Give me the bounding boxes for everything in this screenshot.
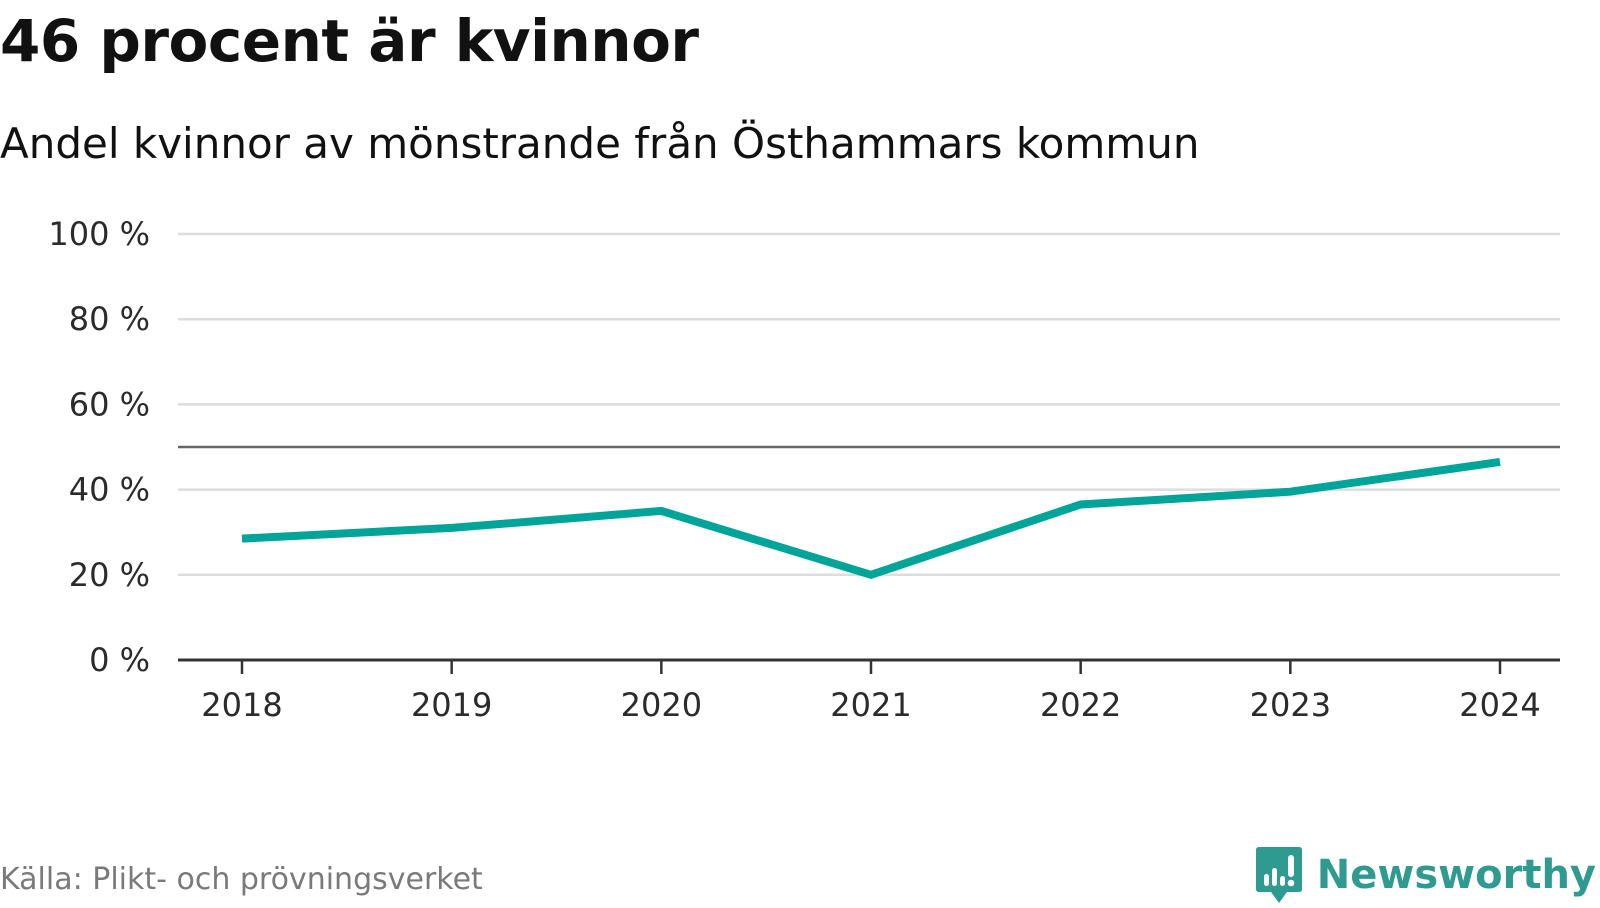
x-axis: [178, 658, 1560, 674]
y-tick-label: 100 %: [48, 215, 150, 253]
x-tick-label: 2022: [1040, 686, 1121, 724]
series-group: [241, 457, 1501, 579]
chart-subtitle: Andel kvinnor av mönstrande från Östhamm…: [0, 119, 1200, 168]
brand-mark: Newsworthy: [1255, 842, 1596, 908]
x-tick-label: 2024: [1459, 686, 1540, 724]
x-tick-label: 2020: [621, 686, 702, 724]
line-chart: 0 % 20 % 40 % 60 % 80 % 100 % 2018 2019 2020 202…: [48, 215, 1560, 724]
newsworthy-logo-icon: [1255, 847, 1302, 903]
y-tick-labels: 0 % 20 % 40 % 60 % 80 % 100 %: [48, 215, 150, 679]
y-tick-label: 20 %: [69, 556, 150, 594]
x-tick-labels: 2018 2019 2020 2021 2022 2023 2024: [201, 686, 1540, 724]
x-tick-label: 2019: [411, 686, 492, 724]
y-tick-label: 80 %: [69, 300, 150, 338]
source-note: Källa: Plikt- och prövningsverket: [0, 862, 483, 897]
x-tick-label: 2018: [201, 686, 282, 724]
x-tick-label: 2023: [1250, 686, 1331, 724]
grid-lines: [178, 232, 1560, 577]
brand-name: Newsworthy: [1316, 852, 1596, 898]
x-tick-label: 2021: [830, 686, 911, 724]
y-tick-label: 0 %: [89, 641, 150, 679]
chart-title: 46 procent är kvinnor: [0, 7, 699, 75]
series-line: [241, 457, 1501, 579]
y-tick-label: 60 %: [69, 385, 150, 423]
y-tick-label: 40 %: [69, 471, 150, 509]
